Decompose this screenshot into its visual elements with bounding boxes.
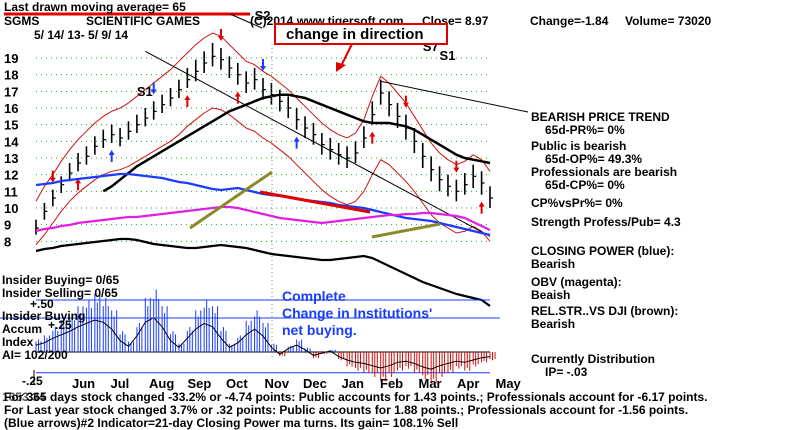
accum-ma-line bbox=[35, 317, 491, 370]
cp-vs-pr: CP%vsPr%= 0% bbox=[531, 196, 623, 210]
direction-annotation-text: change in direction bbox=[286, 26, 424, 43]
signal-label: S1 bbox=[440, 48, 456, 63]
x-tick-label: Jun bbox=[72, 376, 95, 391]
trend-pr: 65d-PR%= 0% bbox=[545, 123, 625, 137]
downtrend-line bbox=[145, 50, 491, 237]
x-tick-label: Oct bbox=[226, 376, 248, 391]
public-title: Public is bearish bbox=[531, 139, 627, 153]
accum-plus50-label: +.50 bbox=[30, 297, 54, 311]
accum-plus25-label: +.25 bbox=[48, 318, 72, 332]
y-tick-label: 11 bbox=[4, 184, 18, 199]
obv-value: Beaish bbox=[531, 288, 571, 302]
insider-selling-label: Insider Selling= 0/65 bbox=[2, 286, 118, 300]
footer-line-2: For Last year stock changed 3.7% or .32 … bbox=[4, 403, 689, 417]
signal-label: S1 bbox=[137, 84, 153, 99]
x-tick-label: Apr bbox=[457, 376, 479, 391]
signal-arrow-head bbox=[217, 36, 224, 41]
company-label: SCIENTIFIC GAMES bbox=[86, 14, 201, 28]
signal-arrow-head bbox=[478, 201, 485, 207]
relstr-title: REL.STR..VS DJI (brown): bbox=[531, 304, 679, 318]
x-tick-label: Mar bbox=[419, 376, 442, 391]
y-tick-label: 19 bbox=[4, 51, 18, 66]
closing-power-line bbox=[35, 172, 491, 237]
last-ma-label: Last drawn moving average= 65 bbox=[4, 0, 186, 14]
distribution-ip: IP= -.03 bbox=[545, 365, 588, 379]
signal-arrow-head bbox=[150, 89, 157, 95]
symbol-label: SGMS bbox=[4, 14, 40, 28]
y-tick-label: 13 bbox=[4, 151, 18, 166]
cp-trend-line-1 bbox=[189, 170, 273, 230]
closing-power-value: Bearish bbox=[531, 257, 576, 271]
rel-strength-line bbox=[35, 237, 491, 307]
ma-pointer-line bbox=[229, 13, 263, 29]
x-tick-label: Nov bbox=[265, 376, 290, 391]
institution-annotation-1: Complete bbox=[282, 288, 346, 304]
pros-title: Professionals are bearish bbox=[531, 165, 678, 179]
y-tick-label: 15 bbox=[4, 118, 18, 133]
ma65-line bbox=[102, 93, 491, 193]
band-upper-line bbox=[35, 32, 491, 202]
date-range-label: 5/ 14/ 13- 5/ 9/ 14 bbox=[34, 28, 129, 42]
y-tick-label: 10 bbox=[4, 201, 18, 216]
signal-arrow-head bbox=[184, 95, 191, 100]
insider-buying-label: Insider Buying= 0/65 bbox=[2, 273, 120, 287]
closing-power-title: CLOSING POWER (blue): bbox=[531, 244, 675, 258]
x-tick-label: Jan bbox=[342, 376, 364, 391]
y-tick-label: 14 bbox=[4, 134, 19, 149]
signal-arrow-head bbox=[260, 66, 266, 71]
signal-arrow-head bbox=[108, 150, 115, 155]
volume-label: Volume= 73020 bbox=[625, 14, 712, 28]
accum-minus25-label: -.25 bbox=[22, 374, 43, 388]
institution-annotation-3: net buying. bbox=[282, 322, 357, 338]
x-tick-label: Jul bbox=[111, 376, 130, 391]
cp-red-trend-line bbox=[259, 190, 371, 214]
footer-line-1: For 365 days stock changed -33.2% or -4.… bbox=[4, 390, 708, 404]
insider-buying-label-2: Insider Buying bbox=[2, 309, 86, 323]
y-tick-label: 17 bbox=[4, 84, 18, 99]
direction-annotation-box: change in direction bbox=[274, 23, 448, 45]
signal-arrow-head bbox=[293, 136, 300, 142]
signal-arrow-head bbox=[234, 91, 241, 97]
signal-label: S2 bbox=[255, 8, 271, 23]
x-tick-label: Sep bbox=[188, 376, 212, 391]
signal-arrow-head bbox=[369, 131, 376, 137]
direction-arrow-head bbox=[336, 62, 346, 72]
public-op: 65d-OP%= 49.3% bbox=[545, 152, 643, 166]
strength-label: Strength Profess/Pub= 4.3 bbox=[531, 215, 681, 229]
signal-arrow-head bbox=[453, 167, 460, 173]
footer-line-3: (Blue arrows)#2 Indicator=21-day Closing… bbox=[4, 416, 459, 430]
y-tick-label: 18 bbox=[4, 68, 18, 83]
distribution-title: Currently Distribution bbox=[531, 352, 656, 366]
signal-arrow-head bbox=[75, 178, 82, 184]
y-tick-label: 9 bbox=[4, 218, 11, 233]
x-tick-label: Dec bbox=[303, 376, 327, 391]
y-tick-label: 12 bbox=[4, 168, 18, 183]
accum-label: Accum bbox=[2, 322, 43, 336]
index-label: Index bbox=[2, 335, 34, 349]
signal-arrow-head bbox=[402, 102, 409, 108]
change-label: Change=-1.84 bbox=[530, 14, 609, 28]
obv-line bbox=[35, 205, 491, 233]
x-tick-label: Feb bbox=[380, 376, 403, 391]
relstr-value: Bearish bbox=[531, 317, 576, 331]
cp-trend-line-2 bbox=[371, 222, 441, 239]
x-tick-label: Aug bbox=[149, 376, 174, 391]
trend-pointer-line bbox=[380, 80, 529, 113]
trend-title: BEARISH PRICE TREND bbox=[531, 110, 670, 124]
footer-overlap-number: 1653.34 bbox=[2, 390, 46, 404]
signal-arrow-head bbox=[49, 177, 56, 183]
ai-label: AI= 102/200 bbox=[2, 348, 68, 362]
institution-annotation-2: Change in Institutions' bbox=[282, 305, 433, 321]
pros-cp: 65d-CP%= 0% bbox=[545, 178, 625, 192]
x-tick-label: May bbox=[496, 376, 522, 391]
y-tick-label: 16 bbox=[4, 101, 18, 116]
y-tick-label: 8 bbox=[4, 234, 11, 249]
obv-title: OBV (magenta): bbox=[531, 275, 622, 289]
band-lower-line bbox=[35, 107, 491, 246]
